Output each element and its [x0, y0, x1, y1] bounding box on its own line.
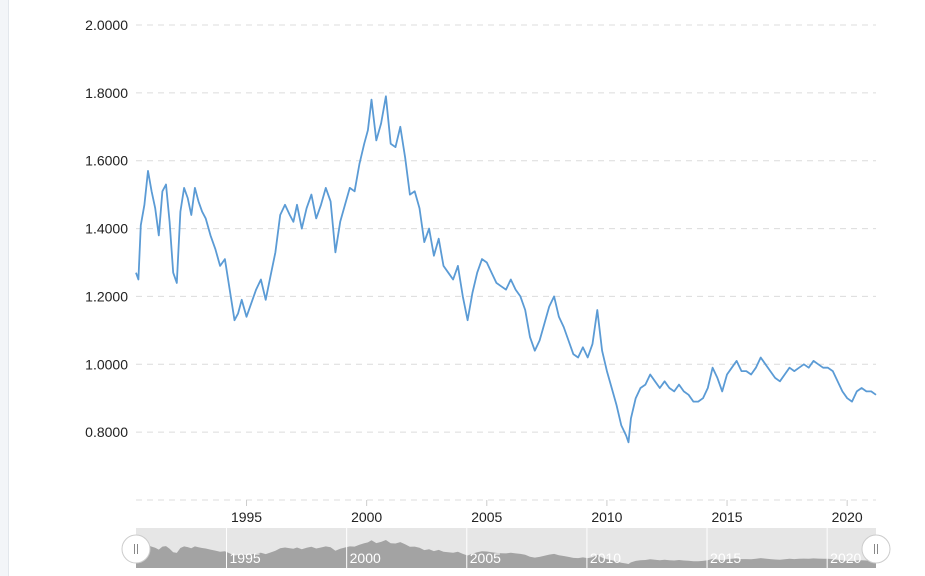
navigator-tick-label: 2015	[710, 550, 741, 566]
x-tick-label: 2000	[351, 509, 382, 525]
navigator-tick-label: 2020	[830, 550, 861, 566]
y-axis: 0.8000 1.0000 1.2000 1.4000 1.6000 1.8000 2.00…	[85, 17, 128, 440]
navigator-tick-label: 2000	[350, 550, 381, 566]
x-tick-label: 2005	[471, 509, 502, 525]
navigator-axis: 1995 2000 2005 2010 2015 2020	[226, 528, 862, 568]
y-tick-label: 1.0000	[85, 356, 128, 372]
left-border	[0, 0, 9, 576]
navigator-tick-label: 1995	[230, 550, 261, 566]
series-line	[135, 95, 877, 444]
navigator-tick-label: 2010	[590, 550, 621, 566]
navigator-handle-right[interactable]	[861, 534, 891, 564]
y-tick-label: 1.2000	[85, 288, 128, 304]
x-tick-label: 1995	[231, 509, 262, 525]
navigator-area	[136, 540, 876, 568]
y-tick-label: 1.4000	[85, 221, 128, 237]
x-tick-label: 2015	[711, 509, 742, 525]
navigator-handle-left[interactable]	[121, 534, 151, 564]
navigator-tick-label: 2005	[470, 550, 501, 566]
y-tick-label: 1.8000	[85, 85, 128, 101]
y-tick-label: 2.0000	[85, 17, 128, 33]
x-tick-label: 2010	[591, 509, 622, 525]
y-tick-label: 1.6000	[85, 153, 128, 169]
x-tick-label: 2020	[832, 509, 863, 525]
y-tick-label: 0.8000	[85, 424, 128, 440]
x-axis: 1995 2000 2005 2010 2015 2020	[231, 500, 863, 525]
grid-lines	[136, 24, 876, 501]
